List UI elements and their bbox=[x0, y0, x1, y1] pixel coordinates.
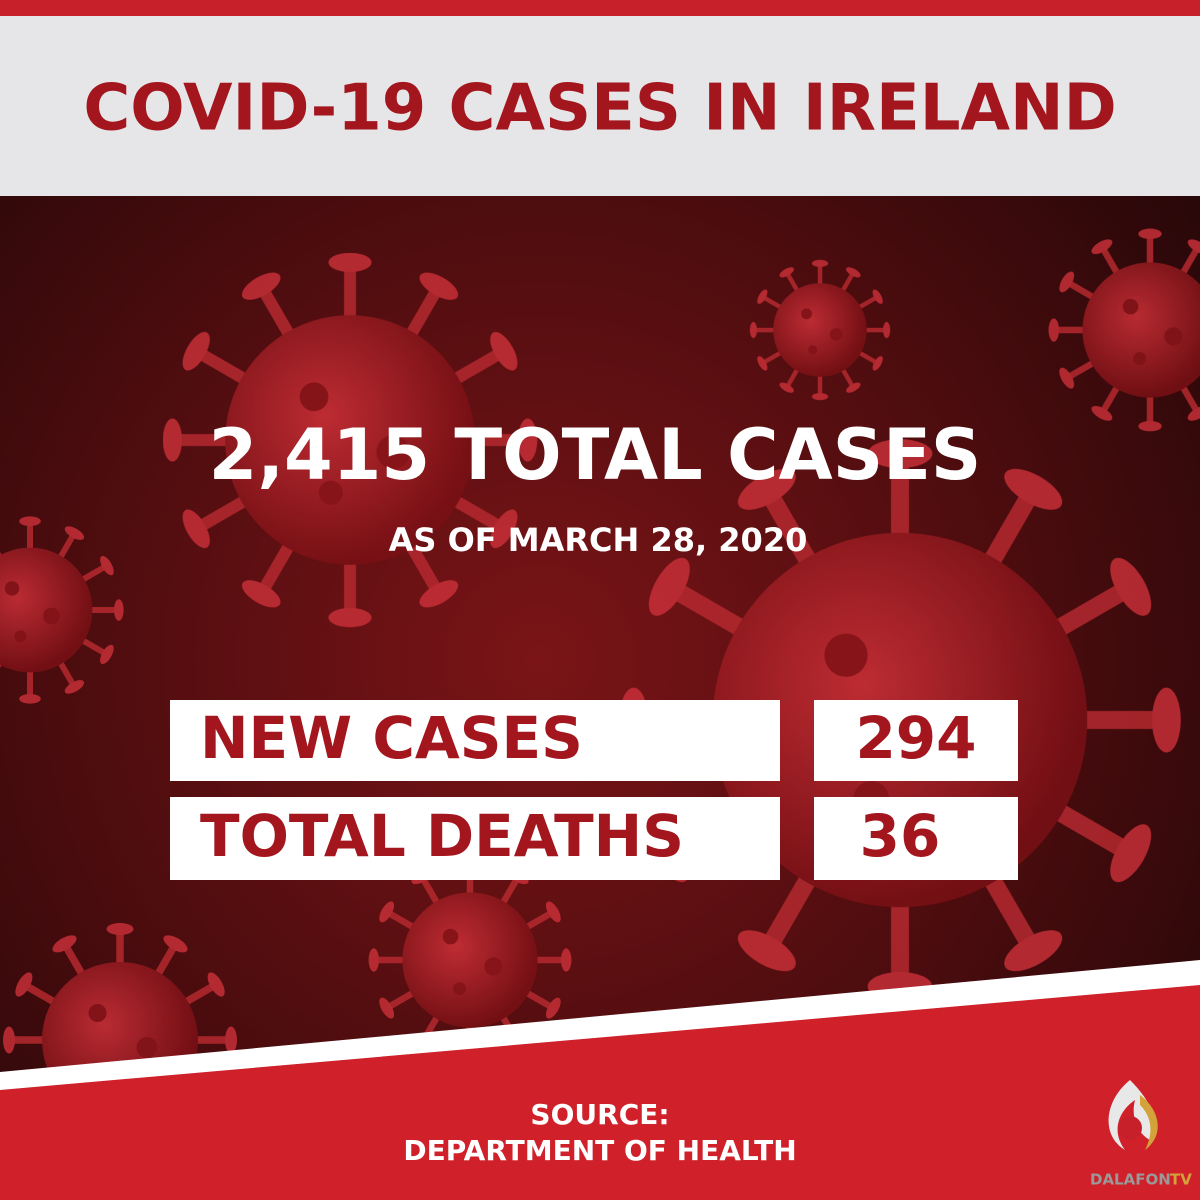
row-value: 36 bbox=[860, 802, 941, 870]
row-value: 294 bbox=[855, 704, 976, 772]
source: DEPARTMENT OF HEALTH bbox=[403, 1134, 796, 1167]
row-label-box bbox=[170, 700, 780, 781]
row-label: TOTAL DEATHS bbox=[200, 802, 684, 870]
logo-suffix: TV bbox=[1170, 1171, 1192, 1189]
top-band bbox=[0, 0, 1200, 16]
logo-name: DALAFON bbox=[1090, 1171, 1171, 1189]
row-value-box bbox=[814, 797, 1018, 880]
date: AS OF MARCH 28, 2020 bbox=[389, 521, 808, 559]
header-band bbox=[0, 16, 1200, 196]
row-label-box bbox=[170, 797, 780, 880]
title: COVID-19 CASES IN IRELAND bbox=[83, 72, 1116, 146]
footer-band bbox=[0, 985, 1200, 1200]
row-value-box bbox=[814, 700, 1018, 781]
source-label: SOURCE: bbox=[530, 1098, 669, 1131]
total-cases: 2,415 TOTAL CASES bbox=[209, 414, 982, 496]
row-label: NEW CASES bbox=[200, 704, 583, 772]
logo: DALAFON TV bbox=[1090, 1080, 1192, 1189]
